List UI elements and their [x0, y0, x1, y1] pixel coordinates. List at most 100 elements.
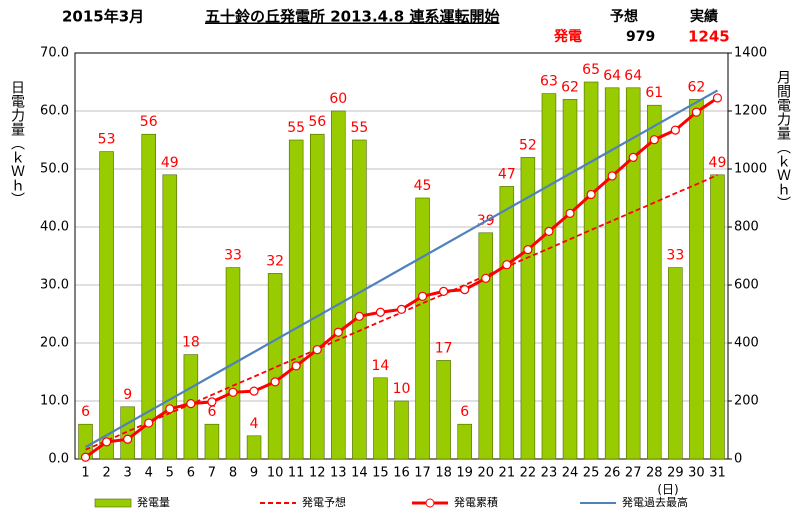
- legend-label: 発電累積: [454, 495, 498, 509]
- marker: [628, 152, 638, 162]
- marker: [228, 387, 238, 397]
- bar: [689, 99, 704, 460]
- x-tick-label: 27: [625, 466, 642, 481]
- bar: [309, 133, 325, 460]
- bar: [625, 87, 641, 460]
- bar: [647, 104, 662, 460]
- x-tick-label: 14: [351, 466, 368, 481]
- y2-tick-label: 600: [734, 278, 759, 293]
- marker: [249, 386, 259, 396]
- bar: [541, 93, 557, 460]
- y-tick-label: 30.0: [40, 278, 69, 293]
- series-line: [84, 89, 719, 449]
- data-label: 52: [519, 137, 537, 153]
- marker: [481, 273, 491, 283]
- bar: [710, 174, 725, 460]
- bar: [331, 110, 346, 460]
- actual-head: 実績: [690, 8, 718, 25]
- marker: [712, 93, 723, 103]
- x-tick-label: 26: [604, 466, 621, 481]
- data-label: 45: [414, 178, 432, 194]
- bar: [457, 423, 472, 460]
- x-tick-label: 12: [309, 466, 326, 481]
- bar: [478, 232, 494, 460]
- x-tick-label: 7: [208, 466, 216, 481]
- marker: [333, 327, 343, 337]
- data-label: 56: [308, 114, 326, 130]
- y-tick-label: 50.0: [40, 162, 69, 177]
- marker: [354, 311, 364, 321]
- marker: [460, 285, 470, 295]
- x-tick-label: 5: [166, 466, 174, 481]
- bar: [352, 139, 367, 460]
- marker: [523, 245, 533, 255]
- marker: [101, 437, 112, 447]
- legend-swatch: [94, 498, 132, 508]
- data-label: 62: [687, 79, 705, 95]
- y-tick-label: 60.0: [40, 104, 69, 119]
- x-tick-label: 19: [456, 466, 473, 481]
- y2-tick-label: 1200: [734, 104, 767, 119]
- bar: [288, 139, 304, 460]
- forecast-value: 979: [626, 29, 655, 45]
- x-tick-label: 13: [330, 466, 347, 481]
- y2-tick-label: 1400: [734, 46, 767, 61]
- bar: [415, 197, 430, 460]
- y2-tick-label: 800: [734, 220, 759, 235]
- forecast-head: 予想: [610, 8, 638, 25]
- bar: [99, 151, 114, 460]
- legend-marker: [425, 498, 435, 508]
- bar: [604, 87, 620, 460]
- bar: [668, 267, 683, 460]
- marker: [144, 418, 154, 428]
- x-tick-label: 3: [124, 466, 132, 481]
- y2-tick-label: 400: [734, 336, 759, 351]
- data-label: 53: [98, 132, 116, 148]
- x-tick-label: 15: [372, 466, 389, 481]
- y2-tick-label: 1000: [734, 162, 767, 177]
- x-tick-label: 1: [81, 466, 89, 481]
- data-label: 18: [182, 335, 200, 351]
- legend-label: 発電量: [137, 495, 170, 509]
- x-tick-label: 8: [229, 466, 237, 481]
- x-tick-label: 21: [499, 466, 516, 481]
- marker: [312, 345, 322, 355]
- actual-value: 1245: [688, 28, 730, 46]
- x-tick-label: 22: [520, 466, 537, 481]
- data-label: 49: [161, 155, 179, 171]
- data-label: 6: [460, 404, 469, 420]
- y2-axis-label: 月間電力量（ｋＷｈ）: [775, 70, 791, 210]
- bar: [499, 186, 515, 460]
- data-label: 62: [561, 79, 579, 95]
- plant-title: 五十鈴の丘発電所 2013.4.8 連系運転開始: [205, 8, 499, 26]
- data-label: 32: [266, 253, 284, 269]
- marker: [291, 361, 301, 371]
- marker: [270, 377, 280, 387]
- legend-label: 発電過去最高: [622, 495, 688, 509]
- marker: [80, 452, 91, 462]
- data-label: 61: [645, 85, 663, 101]
- x-tick-label: 28: [646, 466, 663, 481]
- data-label: 63: [540, 74, 558, 90]
- bar: [162, 174, 178, 460]
- x-tick-label: 29: [667, 466, 684, 481]
- data-label: 55: [350, 120, 368, 136]
- bar: [583, 81, 599, 460]
- y2-tick-label: 0: [734, 452, 742, 467]
- marker: [396, 304, 407, 314]
- y2-tick-label: 200: [734, 394, 759, 409]
- data-label: 14: [372, 358, 390, 374]
- marker: [165, 404, 175, 414]
- data-label: 47: [498, 166, 516, 182]
- bar: [520, 157, 536, 460]
- x-tick-label: 31: [709, 466, 726, 481]
- x-tick-label: 6: [187, 466, 195, 481]
- marker: [502, 260, 512, 270]
- marker: [544, 226, 554, 236]
- x-tick-label: 25: [583, 466, 600, 481]
- marker: [439, 286, 449, 296]
- data-label: 60: [329, 91, 347, 107]
- y-tick-label: 70.0: [40, 46, 69, 61]
- data-label: 64: [603, 68, 621, 84]
